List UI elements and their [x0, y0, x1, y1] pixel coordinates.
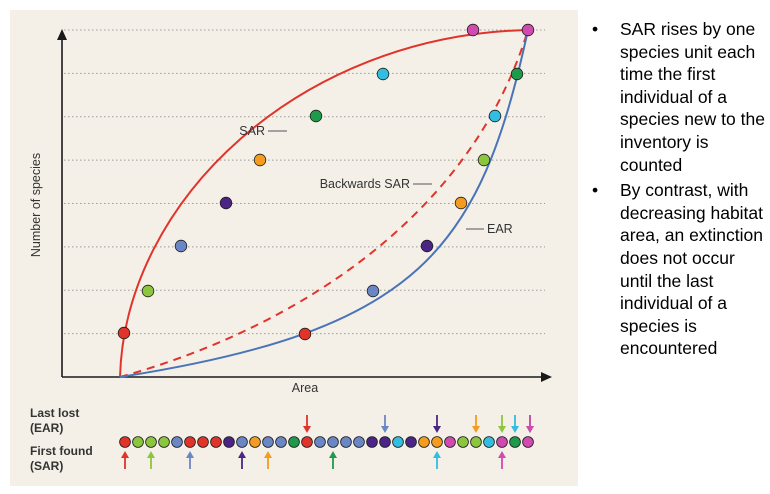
individual-dot	[327, 436, 339, 448]
individual-dot	[171, 436, 183, 448]
individual-dot	[236, 436, 248, 448]
backwards-sar-curve	[119, 29, 529, 378]
last-lost-arrow-head	[472, 426, 480, 433]
individual-dot	[353, 436, 365, 448]
diagram-canvas: Number of species Area SAR Backwards SAR…	[10, 10, 578, 486]
individual-dot	[223, 436, 235, 448]
individual-dot	[145, 436, 157, 448]
individual-dot	[210, 436, 222, 448]
sar-point	[309, 109, 323, 123]
individual-dot	[184, 436, 196, 448]
individual-dot	[119, 436, 131, 448]
individual-dot	[444, 436, 456, 448]
last-lost-arrow-head	[511, 426, 519, 433]
individual-dot	[392, 436, 404, 448]
individual-dot	[340, 436, 352, 448]
diagram-panel-background	[10, 10, 578, 486]
bullet-item-sar: • SAR rises by one species unit each tim…	[590, 18, 770, 176]
sar-ear-diagram: Number of species Area SAR Backwards SAR…	[10, 10, 578, 486]
first-found-arrow-head	[498, 451, 506, 458]
sar-curve	[119, 29, 529, 378]
sar-point	[141, 284, 155, 298]
individual-dot	[301, 436, 313, 448]
first-found-arrow-head	[329, 451, 337, 458]
first-found-arrow-head	[238, 451, 246, 458]
sar-point	[174, 239, 188, 253]
individual-dot	[288, 436, 300, 448]
first-found-arrow-head	[121, 451, 129, 458]
individual-dot	[379, 436, 391, 448]
ear-curve-label: EAR	[487, 222, 513, 236]
first-found-arrow-head	[147, 451, 155, 458]
bullet-marker: •	[592, 19, 599, 39]
last-lost-sub-label: (EAR)	[30, 421, 63, 435]
last-lost-arrow-head	[526, 426, 534, 433]
bullet-text: SAR rises by one species unit each time …	[620, 19, 765, 175]
individual-dot	[275, 436, 287, 448]
y-axis-arrowhead	[57, 29, 67, 40]
individuals-strip	[119, 415, 534, 469]
bullet-text: By contrast, with decreasing habitat are…	[620, 180, 764, 359]
ear-point	[488, 109, 502, 123]
bullet-marker: •	[592, 180, 599, 201]
ear-point	[521, 23, 535, 37]
sar-point	[117, 326, 131, 340]
first-found-sub-label: (SAR)	[30, 459, 63, 473]
individual-dot	[366, 436, 378, 448]
first-found-label: First found	[30, 444, 93, 458]
last-lost-arrow-head	[433, 426, 441, 433]
individual-dot	[314, 436, 326, 448]
ear-curve	[119, 29, 529, 378]
bullet-list: • SAR rises by one species unit each tim…	[590, 18, 770, 363]
backwards-sar-curve-label: Backwards SAR	[320, 177, 410, 191]
individual-dot	[522, 436, 534, 448]
sar-curve-label: SAR	[239, 124, 265, 138]
individual-dot	[509, 436, 521, 448]
individual-dot	[249, 436, 261, 448]
ear-point	[366, 284, 380, 298]
last-lost-label: Last lost	[30, 406, 79, 420]
sar-point	[219, 196, 233, 210]
y-axis-label: Number of species	[29, 153, 43, 257]
individual-dot	[158, 436, 170, 448]
sar-point	[466, 23, 480, 37]
individual-dot	[132, 436, 144, 448]
last-lost-arrow-head	[303, 426, 311, 433]
sar-point	[376, 67, 390, 81]
curve-labels: SAR Backwards SAR EAR	[239, 124, 512, 236]
bullet-item-ear: • By contrast, with decreasing habitat a…	[590, 179, 770, 360]
first-found-arrow-head	[433, 451, 441, 458]
curves	[119, 29, 529, 378]
axes	[57, 29, 552, 382]
ear-point	[477, 153, 491, 167]
strip-labels: Last lost (EAR) First found (SAR)	[30, 406, 93, 473]
individual-dot	[262, 436, 274, 448]
last-lost-arrow-head	[381, 426, 389, 433]
x-axis-arrowhead	[541, 372, 552, 382]
individual-dot	[496, 436, 508, 448]
individual-dot	[483, 436, 495, 448]
individual-dot	[405, 436, 417, 448]
individual-dot	[431, 436, 443, 448]
sar-point	[253, 153, 267, 167]
ear-point	[510, 67, 524, 81]
first-found-arrow-head	[186, 451, 194, 458]
ear-point	[454, 196, 468, 210]
first-found-arrow-head	[264, 451, 272, 458]
x-axis-label: Area	[292, 381, 318, 395]
individual-dot	[470, 436, 482, 448]
ear-point	[298, 327, 312, 341]
individual-dot	[418, 436, 430, 448]
last-lost-arrow-head	[498, 426, 506, 433]
individual-dot	[457, 436, 469, 448]
species-points	[117, 23, 535, 341]
ear-point	[420, 239, 434, 253]
individual-dot	[197, 436, 209, 448]
